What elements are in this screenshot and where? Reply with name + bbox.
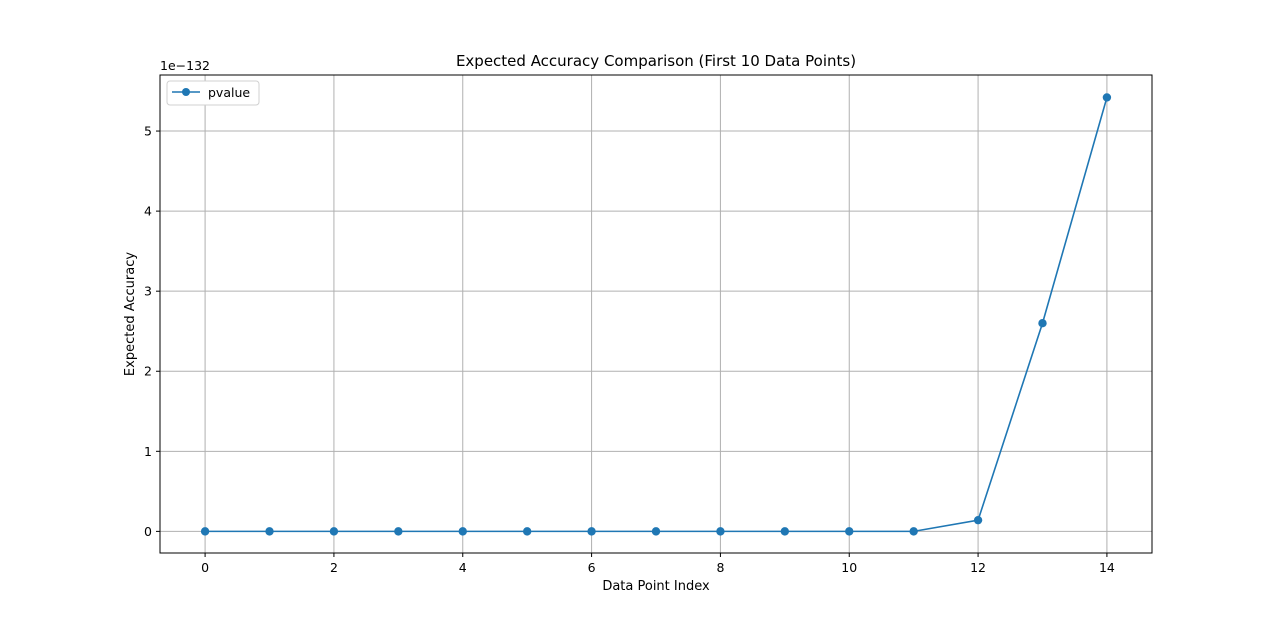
y-axis-label: Expected Accuracy — [123, 252, 138, 376]
chart-title: Expected Accuracy Comparison (First 10 D… — [456, 52, 856, 70]
x-tick-label: 4 — [459, 560, 467, 575]
x-tick-label: 12 — [970, 560, 986, 575]
data-point-marker — [1102, 93, 1112, 102]
legend-entry-label: pvalue — [208, 85, 250, 100]
legend: pvalue — [166, 80, 260, 106]
data-point-marker — [1038, 319, 1047, 328]
y-tick-label: 5 — [144, 124, 152, 139]
data-point-marker — [909, 527, 918, 536]
legend-marker-swatch — [182, 88, 190, 96]
data-point-marker — [329, 527, 339, 536]
data-point-marker — [265, 527, 274, 536]
y-tick-label: 4 — [144, 204, 152, 219]
x-tick-label: 10 — [841, 560, 857, 575]
x-tick-label: 8 — [716, 560, 724, 575]
data-point-marker — [587, 527, 596, 536]
x-tick-label: 0 — [201, 560, 209, 575]
x-tick-label: 6 — [588, 560, 596, 575]
plot-area-frame — [159, 74, 1153, 554]
x-tick-label: 2 — [330, 560, 338, 575]
y-tick-label: 2 — [144, 364, 152, 379]
data-point-marker — [394, 527, 403, 536]
data-point-marker — [458, 527, 467, 536]
data-point-marker — [522, 527, 532, 536]
data-point-marker — [780, 527, 790, 536]
series-pvalue — [200, 93, 1112, 536]
y-tick-label: 3 — [144, 284, 152, 299]
series-line — [205, 97, 1108, 533]
x-tick-label: 14 — [1099, 560, 1115, 575]
data-point-marker — [973, 515, 983, 525]
x-axis-label: Data Point Index — [602, 579, 710, 594]
data-point-marker — [651, 527, 661, 536]
y-offset-label: 1e−132 — [160, 58, 210, 73]
data-point-marker — [845, 527, 854, 536]
y-tick-label: 0 — [144, 524, 152, 539]
data-point-marker — [716, 527, 725, 536]
legend-box — [166, 80, 260, 106]
grid-lines — [160, 75, 1152, 553]
y-tick-label: 1 — [144, 444, 152, 459]
data-point-marker — [200, 527, 210, 536]
